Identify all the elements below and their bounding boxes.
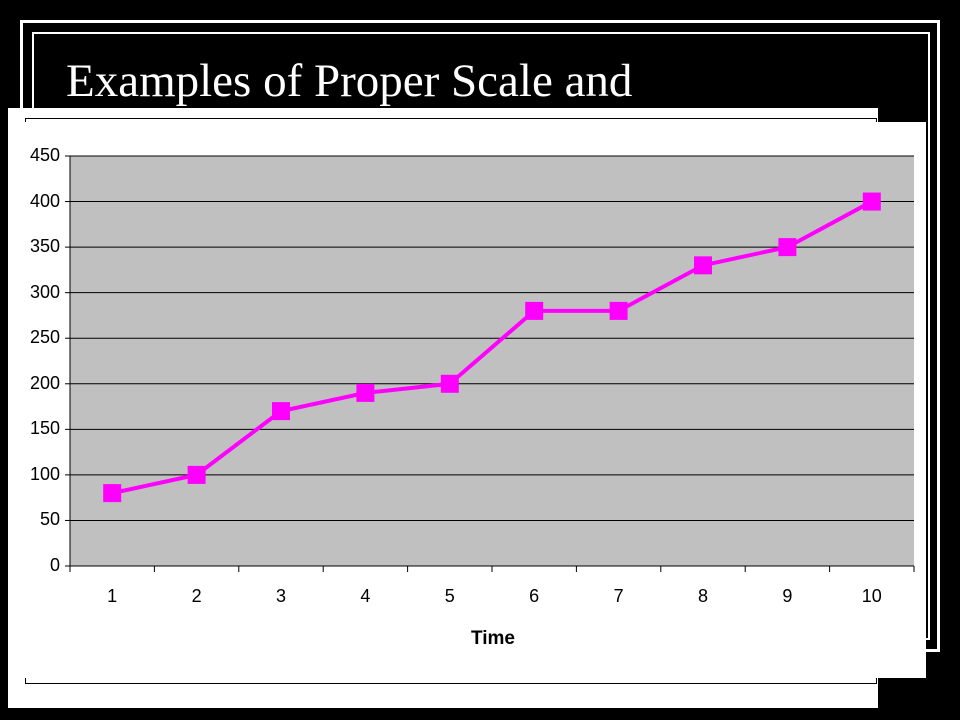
line-chart: 0 50 100 150 200 250 300 350 400 450 1 2 3 4 5 6 7 8 9 10 … bbox=[10, 122, 926, 678]
data-point bbox=[525, 301, 544, 320]
data-point bbox=[103, 484, 122, 503]
x-tick-label: 1 bbox=[107, 586, 118, 606]
y-tick-label: 0 bbox=[49, 555, 60, 575]
plot-area bbox=[70, 156, 914, 566]
data-point bbox=[440, 374, 459, 393]
data-point bbox=[356, 383, 375, 402]
data-point bbox=[694, 256, 712, 275]
x-tick-label: 9 bbox=[782, 586, 793, 606]
x-axis-label: Time bbox=[470, 628, 515, 649]
y-tick-label: 200 bbox=[29, 372, 60, 393]
y-tick-label: 50 bbox=[39, 509, 60, 530]
x-tick-label: 7 bbox=[613, 586, 624, 606]
y-tick-label: 350 bbox=[29, 236, 60, 257]
x-tick-label: 5 bbox=[444, 586, 455, 606]
x-tick-label: 6 bbox=[529, 586, 540, 606]
x-tick-label: 10 bbox=[861, 586, 882, 606]
slide-title: Examples of Proper Scale and bbox=[66, 55, 633, 107]
y-tick-label: 300 bbox=[29, 281, 60, 302]
data-point bbox=[609, 301, 628, 320]
x-tick-label: 4 bbox=[360, 586, 371, 606]
chart-canvas bbox=[65, 155, 915, 572]
y-tick-label: 400 bbox=[29, 190, 60, 211]
x-tick-label: 3 bbox=[275, 586, 286, 606]
data-point bbox=[862, 192, 881, 211]
data-point bbox=[187, 465, 206, 484]
y-tick-label: 450 bbox=[29, 145, 60, 165]
y-tick-label: 150 bbox=[29, 418, 60, 439]
series-line bbox=[111, 199, 873, 496]
y-tick-label: 250 bbox=[29, 327, 60, 348]
x-tick-label: 2 bbox=[191, 586, 202, 606]
x-tick-label: 8 bbox=[697, 586, 708, 606]
data-point bbox=[272, 402, 290, 421]
y-tick-label: 100 bbox=[29, 463, 60, 484]
data-point bbox=[778, 238, 797, 257]
